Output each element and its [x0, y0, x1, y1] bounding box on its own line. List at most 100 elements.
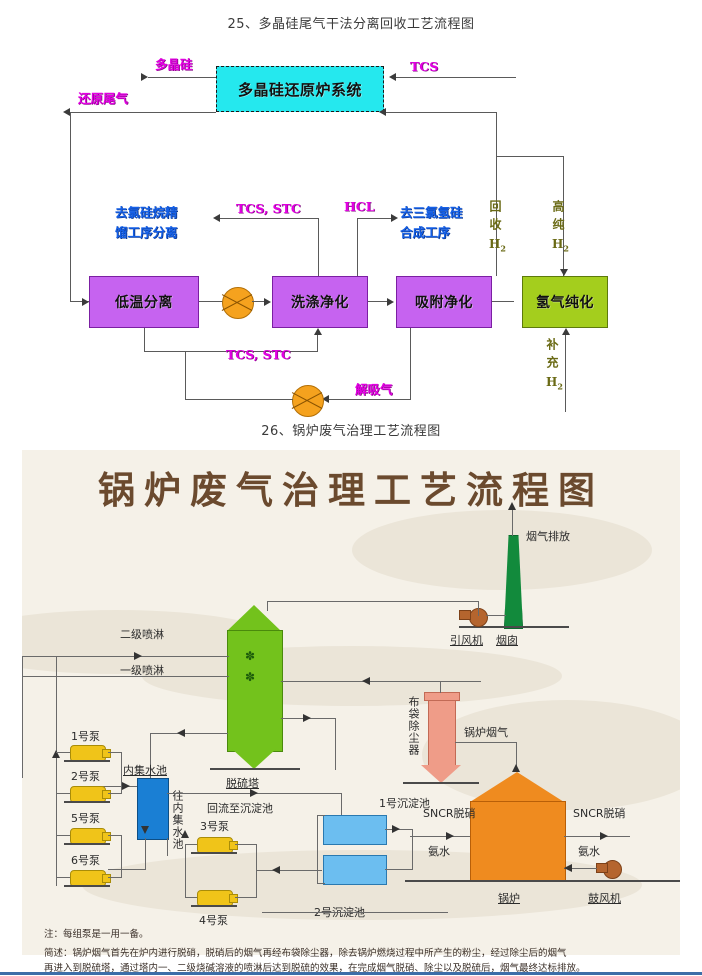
line-pool-left-out	[97, 786, 137, 788]
pump-4-base	[191, 905, 237, 907]
line-h2-return-h	[384, 112, 496, 114]
label-tcs-in: TCS	[410, 59, 439, 74]
arrow-pool-down	[141, 826, 149, 834]
line-pump4-out	[235, 897, 257, 899]
spray-nozzle-level2-icon: ✽	[245, 649, 256, 663]
arrow-tcsstc-left	[213, 214, 220, 222]
pump-3-base	[191, 852, 237, 854]
label-boiler: 锅炉	[498, 892, 520, 905]
valve-compressor-2[interactable]	[292, 385, 324, 417]
settling-pond-2	[323, 855, 387, 885]
box-hydrogen-purification[interactable]: 氢气纯化	[522, 276, 608, 328]
ground-line-boiler	[405, 880, 680, 882]
line-hcl-v	[357, 218, 359, 276]
section-title-26: 26、锅炉废气治理工艺流程图	[261, 424, 441, 439]
section-title-25: 25、多晶硅尾气干法分离回收工艺流程图	[227, 17, 475, 32]
label-makeup-char2: 充	[545, 356, 559, 369]
box-low-temperature-separation[interactable]: 低温分离	[89, 276, 199, 328]
label-blower: 鼓风机	[588, 892, 621, 905]
line-desorb-return-v	[185, 351, 187, 399]
line-pump4-in	[185, 897, 197, 899]
line-settling-drop	[341, 793, 343, 815]
label-pump-4: 4号泵	[199, 914, 228, 927]
line-spray2-h	[22, 656, 229, 658]
label-high-purity-formula: H2	[552, 237, 569, 254]
line-boilerflue-v	[516, 742, 518, 770]
line-pond-left-riser	[317, 815, 319, 883]
ground-line-stack	[459, 626, 569, 628]
ground-line-bag	[403, 782, 479, 784]
arrow-tcsstc-into-wash	[314, 328, 322, 335]
arrow-tower-to-pool	[177, 729, 185, 737]
arrow-sncr-right	[600, 832, 608, 840]
boiler-body	[470, 801, 566, 882]
box-wash-purification[interactable]: 洗涤净化	[272, 276, 368, 328]
label-flue-gas-emission: 烟气排放	[526, 530, 570, 543]
label-tcs-stc-bottom: TCS, STC	[226, 347, 291, 362]
line-pool-bottom-v	[145, 838, 147, 870]
pump-5-base	[64, 843, 110, 845]
line-desorb-return	[185, 399, 293, 401]
arrow-sncr-left	[446, 832, 454, 840]
line-desorb-h	[329, 399, 410, 401]
note-label: 注：每组泵是一用一备。	[44, 929, 149, 940]
label-pump-3: 3号泵	[200, 820, 229, 833]
blower-housing	[596, 863, 608, 873]
line-wash-to-adsorb	[368, 301, 388, 303]
line-hcl-h	[357, 218, 393, 220]
line-pool-bottom-h	[108, 869, 146, 871]
line-tower-to-pool-h	[150, 733, 228, 735]
label-makeup-char1: 补	[545, 338, 559, 351]
bag-filter-body	[428, 698, 456, 768]
label-pump-5: 5号泵	[71, 812, 100, 825]
arrow-right-inlet	[362, 677, 370, 685]
arrow-pond1-out	[392, 825, 400, 833]
line-tower-to-fan-v	[478, 601, 480, 616]
line-stack-exit	[512, 508, 514, 536]
line-pump6-out	[108, 877, 122, 879]
tower-bottom-cone	[232, 749, 276, 769]
label-high-purity-char2: 纯	[551, 218, 565, 231]
bottom-accent-bar	[0, 972, 702, 975]
valve-compressor-1[interactable]	[222, 287, 254, 319]
arrow-pond-to-pump34	[272, 866, 280, 874]
label-to-chlorosilane-line2: 馏工序分离	[115, 225, 178, 240]
box-adsorption-purification[interactable]: 吸附净化	[396, 276, 492, 328]
line-pond2-left	[317, 883, 325, 885]
boiler-roof	[470, 772, 564, 802]
label-reduction-tail-gas: 还原尾气	[78, 91, 129, 106]
line-pump3-out	[235, 844, 257, 846]
label-spray-level2: 二级喷淋	[120, 628, 164, 641]
line-blower-to-boiler	[564, 868, 597, 870]
label-return-to-settling: 回流至沉淀池	[207, 802, 273, 815]
notes-block: 注：每组泵是一用一备。 简述：锅炉烟气首先在炉内进行脱硝，脱硝后的烟气再经布袋除…	[44, 928, 674, 976]
line-fan-to-stack	[486, 615, 506, 617]
line-pump3-in	[185, 844, 197, 846]
label-polysilicon: 多晶硅	[155, 57, 193, 72]
line-spray-riser	[22, 656, 24, 778]
label-pump-6: 6号泵	[71, 854, 100, 867]
line-highpurity-branch	[496, 156, 564, 158]
line-pump2-in	[56, 793, 70, 795]
line-bag-top-out	[440, 681, 442, 693]
line-right-inlet-h	[281, 681, 481, 683]
line-tcsstc-h	[220, 218, 318, 220]
arrow-spray2	[134, 652, 142, 660]
arrow-pump-riser-up	[52, 750, 60, 758]
line-pond2-bottom	[262, 912, 448, 914]
label-pump-1: 1号泵	[71, 730, 100, 743]
line-lowtemp-to-valve	[199, 301, 223, 303]
line-spray1-h	[22, 676, 229, 678]
box-reduction-furnace-system[interactable]: 多晶硅还原炉系统	[216, 66, 384, 112]
arrow-polysilicon-out	[141, 73, 148, 81]
arrow-blower-to-boiler	[564, 864, 572, 872]
line-pump34-inlet-v	[185, 844, 187, 898]
ground-line-tower	[210, 768, 300, 770]
line-sncr-right	[564, 836, 630, 838]
label-to-chlorosilane-line1: 去氯硅烷精	[115, 205, 178, 220]
arrow-tailgas-left	[63, 108, 70, 116]
boiler-waste-gas-flowchart: 锅炉废气治理工艺流程图 烟气排放 烟囱 引风机 ✽ ✽ 脱硫塔 二级喷淋 一级喷…	[22, 450, 680, 955]
spray-nozzle-level1-icon: ✽	[245, 670, 256, 684]
line-boilerflue-h	[455, 742, 517, 744]
